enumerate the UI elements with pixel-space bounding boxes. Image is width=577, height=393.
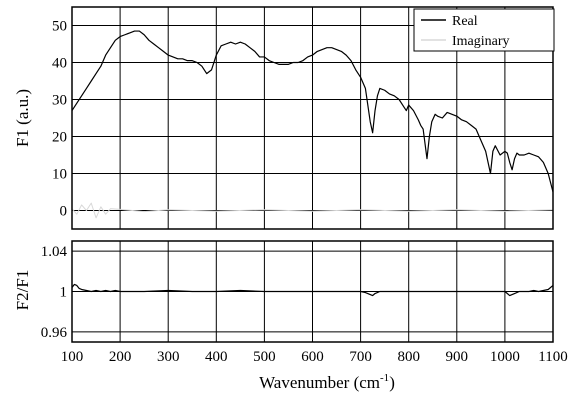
legend-label-real: Real bbox=[452, 14, 478, 29]
series-line-0-imaginary bbox=[71, 202, 554, 219]
x-tick-label-7: 800 bbox=[397, 349, 420, 365]
legend-box bbox=[413, 8, 555, 52]
x-tick-label-10: 1100 bbox=[538, 349, 567, 365]
y-tick-label-1-1: 1 bbox=[60, 285, 68, 301]
y-tick-label-0-1: 10 bbox=[52, 167, 67, 183]
x-tick-label-9: 1000 bbox=[490, 349, 520, 365]
x-tick-label-2: 300 bbox=[157, 349, 180, 365]
top-panel: 0 10 20 30 40 50 bbox=[52, 6, 554, 230]
x-tick-label-6: 700 bbox=[349, 349, 372, 365]
y-tick-label-0-5: 50 bbox=[52, 19, 67, 35]
x-tick-label-5: 600 bbox=[301, 349, 324, 365]
x-axis-title: Wavenumber (cm-1) bbox=[259, 372, 395, 392]
x-tick-label-0: 100 bbox=[61, 349, 84, 365]
legend-label-imaginary: Imaginary bbox=[452, 34, 510, 49]
x-tick-label-1: 200 bbox=[109, 349, 132, 365]
plot-frame-1 bbox=[71, 240, 554, 343]
x-tick-label-8: 900 bbox=[446, 349, 469, 365]
legend: Real Imaginary bbox=[413, 8, 555, 52]
x-tick-label-4: 500 bbox=[253, 349, 276, 365]
x-tick-label-3: 400 bbox=[205, 349, 228, 365]
x-axis-title-main: Wavenumber (cm bbox=[259, 373, 380, 392]
y-tick-label-0-2: 20 bbox=[52, 130, 67, 146]
y-axis-title-top: F1 (a.u.) bbox=[13, 89, 32, 147]
x-axis-title-sup: -1 bbox=[380, 372, 389, 384]
x-axis-title-close: ) bbox=[389, 373, 395, 392]
plot-frame-0 bbox=[71, 6, 554, 230]
y-tick-label-1-0: 0.96 bbox=[41, 325, 68, 341]
y-tick-label-0-4: 40 bbox=[52, 56, 67, 72]
y-tick-label-0-0: 0 bbox=[60, 204, 68, 220]
y-tick-label-0-3: 30 bbox=[52, 93, 67, 109]
series-line-1-0 bbox=[71, 283, 554, 297]
y-tick-label-1-2: 1.04 bbox=[41, 244, 68, 260]
bottom-panel: 0.96 1 1.04 100 200 300 400 500 600 700 800 900 1000… bbox=[41, 240, 568, 365]
series-line-0-real bbox=[71, 30, 554, 193]
y-axis-title-bottom: F2/F1 bbox=[13, 270, 32, 311]
